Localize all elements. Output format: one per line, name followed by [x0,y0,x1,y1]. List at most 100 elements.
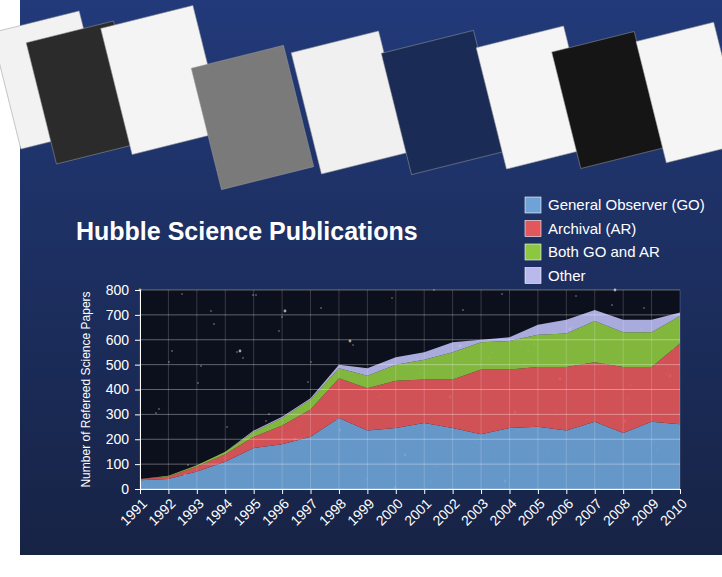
x-tick-mark [311,489,312,494]
grid-line-x [481,290,482,489]
star [242,357,243,358]
y-tick-label: 800 [106,282,130,298]
background [20,0,722,555]
grid-line-x [424,290,425,489]
y-axis-title: Number of Refereed Science Papers [79,291,93,487]
legend-label: Both GO and AR [548,243,660,260]
x-axis: 1991199219931994199519961997199819992000… [117,489,690,529]
x-tick-label: 2009 [628,495,661,528]
grid-line-x [623,290,624,489]
y-tick-mark [135,365,140,366]
grid-line-x [310,290,311,489]
grid-line-x [225,290,226,489]
y-tick-label: 600 [106,332,130,348]
x-tick-mark [509,489,510,494]
title: Hubble Science Publications [76,217,418,245]
grid-line-x [395,290,396,489]
grid-line-y [140,464,680,465]
star [575,295,576,296]
x-tick-label: 2004 [486,495,519,528]
x-tick: 2005 [515,489,548,529]
chart: Hubble Science Publications General Obser… [0,0,722,577]
star [391,297,392,298]
x-tick-mark [595,489,596,494]
x-tick: 2008 [600,489,633,529]
x-tick-mark [652,489,653,494]
x-tick: 1992 [145,489,178,529]
x-tick-mark [225,489,226,494]
area-3 [140,310,680,479]
legend-label: Archival (AR) [548,220,636,237]
x-tick-mark [339,489,340,494]
y-tick-label: 300 [106,406,130,422]
star [501,293,502,294]
x-tick-mark [566,489,567,494]
x-tick-label: 1998 [316,495,349,528]
x-tick: 2003 [458,489,491,529]
x-tick: 2001 [401,489,434,529]
legend-swatch [525,221,541,237]
x-tick-label: 2002 [429,495,462,528]
y-tick: 200 [106,431,140,447]
grid-line-y [140,314,680,315]
y-tick-label: 400 [106,381,130,397]
star [226,426,227,427]
star [611,304,612,305]
star [643,307,644,308]
grid-line-y [140,439,680,440]
x-tick-label: 1999 [344,495,377,528]
y-tick-mark [135,414,140,415]
x-tick-label: 1992 [145,495,178,528]
star [155,412,156,413]
star [320,307,321,308]
x-axis-line [141,490,681,495]
x-tick-label: 2000 [373,495,406,528]
y-tick-label: 200 [106,431,130,447]
star [352,344,353,345]
y-tick: 500 [106,357,140,373]
x-tick: 2009 [628,489,661,529]
grid-line-y [140,389,680,390]
x-tick: 1998 [316,489,349,529]
x-tick: 2007 [571,489,604,529]
grid-line-x [168,290,169,489]
x-tick: 1995 [230,489,263,529]
grid [140,290,680,489]
grid-line-x [509,290,510,489]
x-tick-label: 2001 [401,495,434,528]
x-tick: 1996 [259,489,292,529]
y-tick-mark [135,315,140,316]
cover [636,22,722,163]
covers [0,5,722,189]
y-tick-mark [135,340,140,341]
x-tick-label: 2010 [657,495,690,528]
x-tick: 1994 [202,489,235,529]
x-tick: 1991 [117,489,150,529]
x-tick-mark [197,489,198,494]
grid-line-x [196,290,197,489]
y-tick-label: 700 [106,307,130,323]
legend-swatch [525,197,541,213]
x-tick-label: 1993 [174,495,207,528]
legend-swatch [525,244,541,260]
x-tick: 1999 [344,489,377,529]
x-tick-mark [453,489,454,494]
legend-label: General Observer (GO) [548,196,705,213]
x-tick-mark [538,489,539,494]
x-tick: 2000 [373,489,406,529]
x-tick: 2010 [657,489,690,529]
y-tick-label: 0 [121,481,129,497]
x-tick-label: 1994 [202,495,235,528]
grid-line-y [140,339,680,340]
area-2 [140,316,680,479]
x-tick-label: 1991 [117,495,150,528]
y-tick: 600 [106,332,140,348]
x-tick-label: 2005 [515,495,548,528]
grid-line-y [140,414,680,415]
grid-line-x [338,290,339,489]
grid-line-x [367,290,368,489]
grid-line-x [680,290,681,489]
legend-label: Other [548,267,586,284]
star [307,381,308,382]
star [181,293,182,294]
